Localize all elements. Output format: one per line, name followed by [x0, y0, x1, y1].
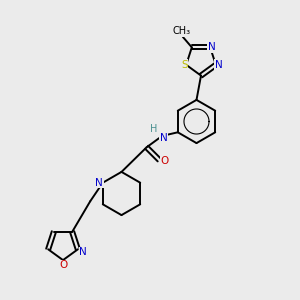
Text: O: O: [59, 260, 67, 271]
Text: N: N: [208, 42, 215, 52]
Text: S: S: [182, 60, 188, 70]
Text: N: N: [80, 247, 87, 257]
Text: H: H: [150, 124, 158, 134]
Text: N: N: [160, 133, 168, 143]
Text: N: N: [95, 178, 103, 188]
Text: CH₃: CH₃: [172, 26, 190, 37]
Text: O: O: [160, 156, 169, 167]
Text: N: N: [215, 60, 223, 70]
